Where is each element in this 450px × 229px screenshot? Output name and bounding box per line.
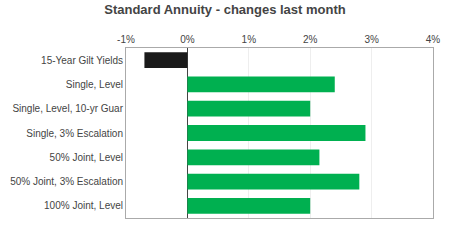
svg-text:50% Joint, 3% Escalation: 50% Joint, 3% Escalation bbox=[10, 176, 123, 187]
svg-text:Single, Level, 10-yr Guar: Single, Level, 10-yr Guar bbox=[12, 103, 123, 114]
svg-text:-1%: -1% bbox=[117, 34, 135, 45]
svg-text:100% Joint, Level: 100% Joint, Level bbox=[44, 200, 123, 211]
svg-text:15-Year Gilt Yields: 15-Year Gilt Yields bbox=[41, 55, 123, 66]
svg-text:1%: 1% bbox=[242, 34, 257, 45]
svg-text:Single, Level: Single, Level bbox=[66, 79, 123, 90]
svg-text:3%: 3% bbox=[364, 34, 379, 45]
svg-text:Single, 3% Escalation: Single, 3% Escalation bbox=[26, 128, 123, 139]
svg-text:4%: 4% bbox=[426, 34, 441, 45]
svg-text:0%: 0% bbox=[180, 34, 195, 45]
svg-text:50% Joint, Level: 50% Joint, Level bbox=[50, 152, 123, 163]
svg-text:Standard Annuity - changes las: Standard Annuity - changes last month bbox=[104, 2, 346, 17]
svg-text:2%: 2% bbox=[303, 34, 318, 45]
